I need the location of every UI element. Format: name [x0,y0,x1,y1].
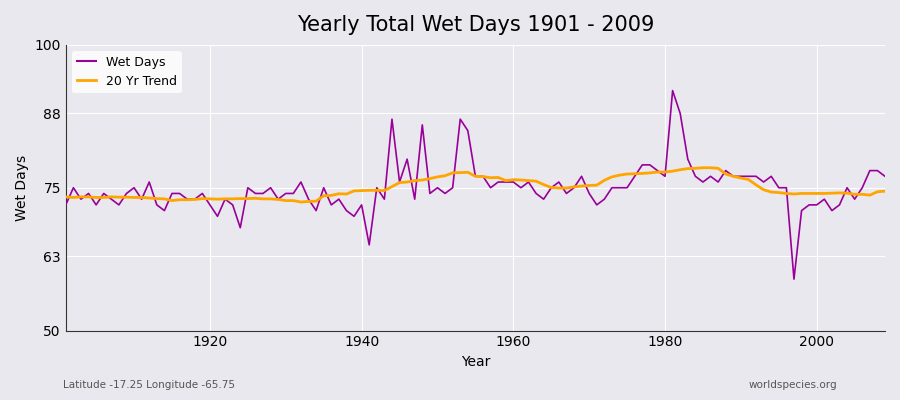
Y-axis label: Wet Days: Wet Days [15,155,29,221]
Title: Yearly Total Wet Days 1901 - 2009: Yearly Total Wet Days 1901 - 2009 [297,15,654,35]
Text: Latitude -17.25 Longitude -65.75: Latitude -17.25 Longitude -65.75 [63,380,235,390]
X-axis label: Year: Year [461,355,491,369]
Legend: Wet Days, 20 Yr Trend: Wet Days, 20 Yr Trend [72,51,182,93]
Text: worldspecies.org: worldspecies.org [749,380,837,390]
